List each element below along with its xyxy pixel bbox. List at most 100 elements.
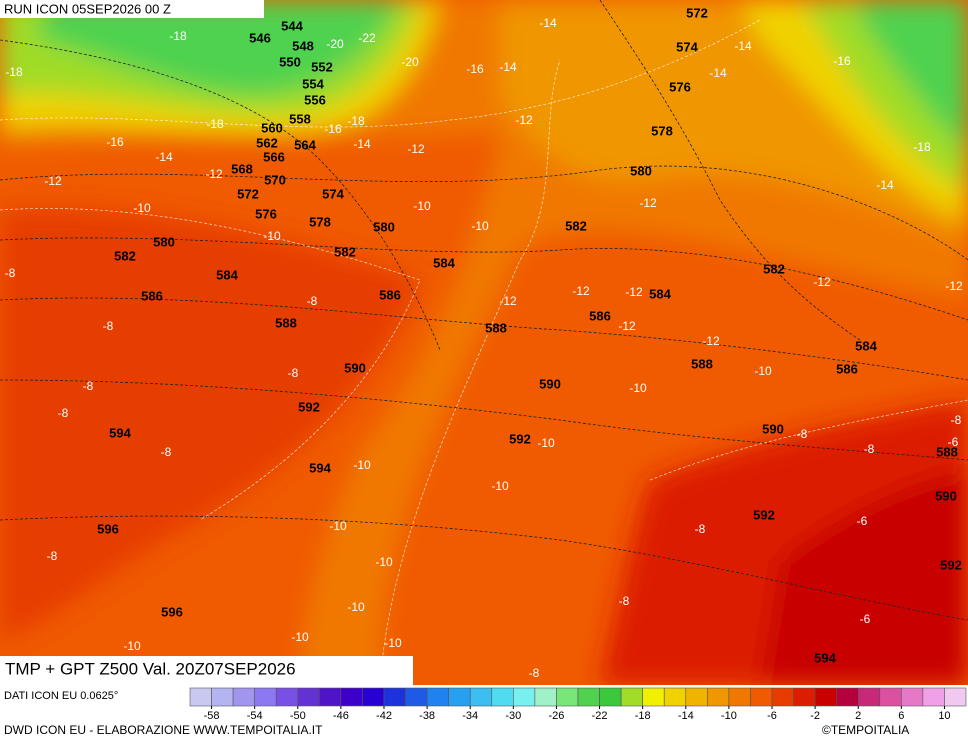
geopotential-label: 578	[309, 214, 331, 229]
colorbar-swatch	[491, 687, 514, 707]
geopotential-label: 594	[814, 650, 836, 665]
map-labels: -18-20 -22-18-20 -16 -14-14-18-16-18-16-14-…	[5, 5, 963, 680]
temperature-label: -10	[329, 519, 347, 533]
temperature-label: -8	[951, 413, 962, 427]
geopotential-label: 594	[109, 425, 131, 440]
source-label: DATI ICON EU 0.0625°	[4, 690, 118, 702]
colorbar-swatch	[836, 687, 859, 707]
temperature-label: -8	[797, 427, 808, 441]
temperature-label: -12	[639, 196, 657, 210]
temperature-label: -8	[5, 266, 16, 280]
geopotential-label: 584	[855, 338, 877, 353]
colorbar-swatch	[426, 687, 449, 707]
geopotential-label: 574	[322, 186, 344, 201]
temperature-label: -14	[876, 178, 894, 192]
map-title: TMP + GPT Z500 Val. 20Z07SEP2026	[5, 659, 296, 678]
geopotential-label: 558	[289, 111, 311, 126]
colorbar-swatch	[685, 687, 708, 707]
geopotential-label: 582	[334, 244, 356, 259]
geopotential-label: 584	[649, 286, 671, 301]
colorbar-swatch	[189, 687, 212, 707]
temperature-label: -12	[44, 174, 62, 188]
colorbar-swatch	[383, 687, 406, 707]
temperature-label: -12	[572, 284, 590, 298]
temperature-label: -16	[833, 54, 851, 68]
temperature-label: -14	[353, 137, 371, 151]
geopotential-label: 594	[309, 460, 331, 475]
temperature-label: -14	[155, 150, 173, 164]
temperature-label: -18	[913, 140, 931, 154]
copyright-label: ©TEMPOITALIA	[822, 723, 909, 737]
temperature-label: -8	[695, 522, 706, 536]
colorbar-tick-label: -10	[721, 710, 737, 722]
geopotential-label: 544	[281, 18, 303, 33]
geopotential-label: 586	[379, 287, 401, 302]
temperature-label: -8	[161, 445, 172, 459]
colorbar-swatch	[232, 687, 255, 707]
temperature-label: -10	[375, 555, 393, 569]
colorbar-swatch	[211, 687, 234, 707]
temperature-label: -10	[471, 219, 489, 233]
colorbar-swatch	[556, 687, 579, 707]
colorbar-swatch	[750, 687, 773, 707]
geopotential-label: 570	[264, 172, 286, 187]
colorbar-tick-label: -22	[592, 710, 608, 722]
temperature-label: -8	[529, 666, 540, 680]
colorbar-swatch	[319, 687, 342, 707]
colorbar-tick-label: -42	[376, 710, 392, 722]
temperature-label: -18	[169, 29, 187, 43]
colorbar-tick-label: -34	[462, 710, 478, 722]
geopotential-label: 582	[565, 218, 587, 233]
colorbar-swatch	[879, 687, 902, 707]
colorbar-tick-label: -26	[548, 710, 564, 722]
colorbar-swatch	[599, 687, 622, 707]
geopotential-label: 560	[261, 120, 283, 135]
temperature-label: -10	[754, 364, 772, 378]
colorbar-tick-label: -30	[505, 710, 521, 722]
colorbar-tick-label: -18	[635, 710, 651, 722]
temperature-label: -16	[324, 122, 342, 136]
geopotential-label: 592	[509, 431, 531, 446]
temperature-label: -12	[618, 319, 636, 333]
geopotential-label: 580	[373, 219, 395, 234]
temperature-label: -22	[358, 31, 376, 45]
geopotential-label: 586	[836, 361, 858, 376]
geopotential-label: 572	[686, 5, 708, 20]
geopotential-label: 588	[936, 444, 958, 459]
temperature-label: -10	[133, 201, 151, 215]
temperature-label: -10	[291, 630, 309, 644]
geopotential-label: 592	[940, 557, 962, 572]
temperature-label: -18	[347, 114, 365, 128]
colorbar-swatch	[275, 687, 299, 707]
temperature-label: -6	[857, 514, 868, 528]
temperature-label: -12	[702, 334, 720, 348]
temperature-label: -14	[734, 39, 752, 53]
geopotential-label: 590	[344, 360, 366, 375]
colorbar-swatch	[534, 687, 557, 707]
temperature-label: -12	[813, 275, 831, 289]
temperature-label: -10	[123, 639, 141, 653]
geopotential-label: 548	[292, 38, 314, 53]
colorbar-swatch	[922, 687, 945, 707]
geopotential-label: 556	[304, 92, 326, 107]
geopotential-label: 596	[161, 604, 183, 619]
geopotential-label: 588	[691, 356, 713, 371]
colorbar-tick-label: -50	[290, 710, 306, 722]
temperature-label: -12	[407, 142, 425, 156]
colorbar-tick-label: 6	[898, 710, 904, 722]
temperature-label: -10	[413, 199, 431, 213]
geopotential-label: 576	[255, 206, 277, 221]
colorbar-swatch	[901, 687, 924, 707]
temperature-label: -10	[491, 479, 509, 493]
temperature-label: -8	[103, 319, 114, 333]
temperature-label: -10	[537, 436, 555, 450]
colorbar-swatch	[642, 687, 665, 707]
geopotential-label: 546	[249, 30, 271, 45]
geopotential-label: 596	[97, 521, 119, 536]
colorbar-swatch	[944, 687, 967, 707]
colorbar-swatch	[577, 687, 600, 707]
temperature-label: -12	[499, 294, 517, 308]
geopotential-label: 572	[237, 186, 259, 201]
temperature-label: -18	[5, 65, 23, 79]
colorbar-swatch	[405, 687, 428, 707]
